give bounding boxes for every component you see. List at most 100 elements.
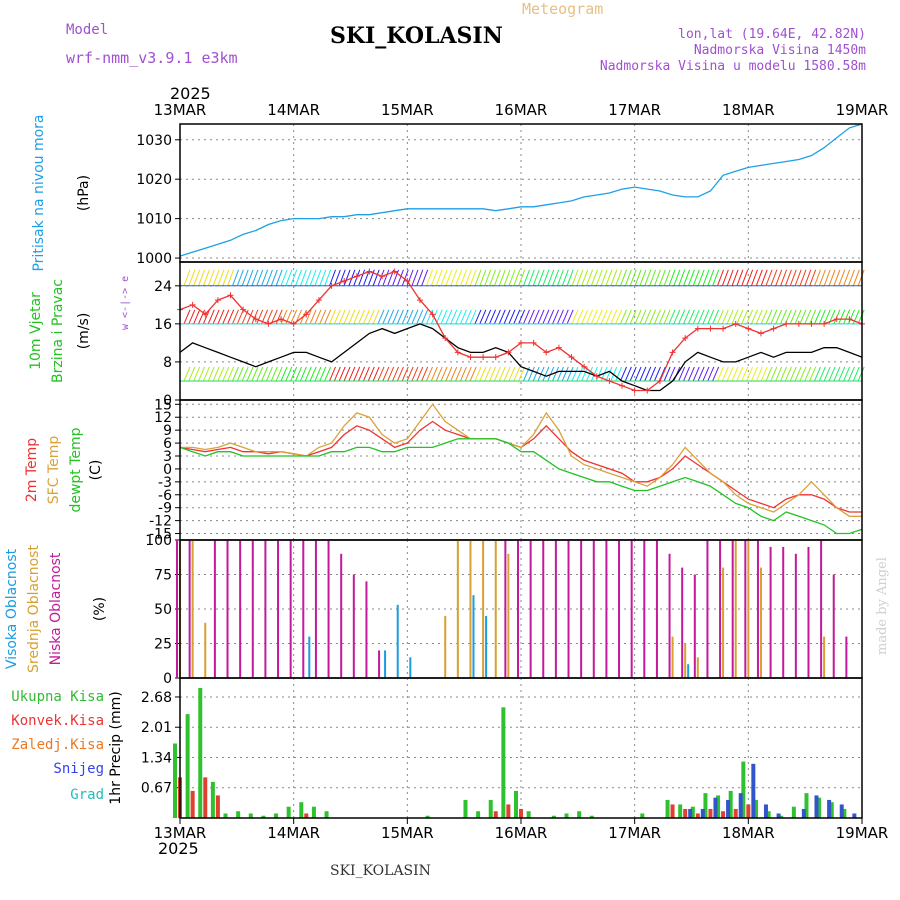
wind-barb bbox=[202, 269, 210, 286]
wind-barb bbox=[857, 269, 865, 286]
year-bottom: 2025 bbox=[158, 839, 199, 858]
wind-barb bbox=[309, 309, 317, 325]
bar-ukupna-kisa bbox=[779, 815, 784, 818]
y-tick-label: 1000 bbox=[136, 251, 172, 267]
wind-barb bbox=[523, 309, 530, 325]
bar-snijeg bbox=[713, 797, 718, 818]
wind-barb bbox=[586, 269, 594, 286]
wind-barb bbox=[382, 269, 390, 286]
bar-niska bbox=[668, 553, 671, 678]
wind-barb bbox=[324, 309, 332, 325]
wind-barb bbox=[338, 309, 346, 325]
wind-speed-marker bbox=[290, 320, 297, 327]
wind-barb bbox=[319, 269, 327, 286]
wind-barb bbox=[818, 269, 826, 286]
panel-frame bbox=[179, 123, 863, 263]
wind-barb bbox=[299, 269, 307, 286]
wind-barb bbox=[518, 366, 526, 382]
wind-barb bbox=[513, 366, 521, 382]
wind-speed-marker bbox=[795, 320, 802, 327]
wind-barb bbox=[202, 309, 210, 325]
bar-srednja bbox=[823, 636, 826, 678]
bar-visoka bbox=[687, 664, 690, 678]
wind-barb bbox=[251, 366, 259, 382]
wind-barb bbox=[256, 269, 264, 286]
wind-barb bbox=[503, 366, 511, 382]
wind-barb bbox=[639, 269, 647, 286]
wind-barb bbox=[600, 269, 608, 286]
bar-konvek-kisa bbox=[203, 777, 208, 818]
wind-barb bbox=[445, 309, 453, 325]
x-tick-top-label: 17MAR bbox=[608, 101, 661, 119]
y-tick-label: -15 bbox=[149, 527, 172, 543]
wind-barb bbox=[746, 309, 754, 325]
panel-precip: 0.67 1.34 2.01 2.68 1hr Precip (mm) bbox=[108, 677, 863, 819]
wind-speed-marker bbox=[631, 387, 638, 394]
wind-barb bbox=[309, 366, 317, 382]
wind-barb bbox=[605, 366, 613, 382]
bar-srednja bbox=[444, 615, 447, 678]
wind-barb bbox=[629, 309, 637, 325]
wind-barb bbox=[552, 366, 560, 382]
wind-barb bbox=[750, 366, 758, 382]
wind-barb bbox=[227, 366, 235, 382]
wind-barb bbox=[605, 269, 613, 286]
precip-legend-frz: Zaledj.Kisa bbox=[11, 737, 104, 753]
wind-barb bbox=[406, 309, 414, 325]
wind-speed-marker bbox=[202, 311, 209, 318]
wind-speed-marker bbox=[303, 311, 310, 318]
bar-niska bbox=[529, 540, 532, 678]
wind-barb bbox=[329, 366, 336, 382]
wind-barb bbox=[377, 366, 385, 382]
wind-speed-marker bbox=[821, 320, 828, 327]
bar-ukupna-kisa bbox=[741, 761, 746, 818]
wind-barb bbox=[741, 366, 749, 382]
wind-barb bbox=[809, 309, 817, 325]
wind-barb bbox=[794, 366, 802, 382]
bar-ukupna-kisa bbox=[185, 714, 190, 818]
wind-speed-marker bbox=[682, 335, 689, 342]
wind-barb bbox=[581, 309, 589, 325]
wind-barb bbox=[852, 269, 860, 286]
wind-barb bbox=[620, 366, 627, 382]
wind-barb bbox=[435, 366, 443, 382]
wind-barb bbox=[392, 366, 400, 382]
wind-barb bbox=[658, 269, 666, 286]
wind-barb bbox=[358, 366, 366, 382]
bar-ukupna-kisa bbox=[766, 811, 771, 818]
bar-niska bbox=[378, 650, 381, 678]
wind-barb bbox=[624, 269, 632, 286]
wind-barb bbox=[561, 269, 569, 286]
wind-barb bbox=[459, 269, 467, 286]
wind-barb bbox=[382, 366, 390, 382]
wind-barb bbox=[421, 366, 429, 382]
wind-barb bbox=[615, 366, 623, 382]
wind-speed-marker bbox=[252, 316, 259, 323]
wind-barb bbox=[319, 366, 327, 382]
plot-layer: 13MAR 13MAR 14MAR 14MAR 15MAR 15MAR 16MAR 16MAR… bbox=[4, 101, 888, 842]
wind-barb bbox=[445, 269, 453, 286]
wind-barb bbox=[784, 366, 792, 382]
bar-niska bbox=[340, 553, 343, 678]
wind-barb bbox=[232, 269, 239, 286]
wind-barb bbox=[440, 269, 448, 286]
wind-barb bbox=[280, 309, 288, 325]
bar-niska bbox=[289, 540, 292, 678]
wind-barb bbox=[523, 269, 530, 286]
wind-barb bbox=[484, 269, 492, 286]
bar-niska bbox=[580, 540, 583, 678]
y-tick-label: 12 bbox=[154, 410, 172, 426]
wind-speed-marker bbox=[341, 278, 348, 285]
wind-speed-marker bbox=[543, 349, 550, 356]
wind-barb bbox=[411, 309, 419, 325]
wind-speed-marker bbox=[278, 316, 285, 323]
wind-barb bbox=[532, 366, 540, 382]
x-tick-bottom-label: 14MAR bbox=[267, 824, 320, 842]
bar-ukupna-kisa bbox=[753, 799, 758, 818]
bar-ukupna-kisa bbox=[324, 811, 329, 818]
wind-barb bbox=[435, 269, 443, 286]
wind-barb bbox=[527, 269, 535, 286]
wind-barb bbox=[731, 309, 739, 325]
wind-barb bbox=[401, 309, 409, 325]
